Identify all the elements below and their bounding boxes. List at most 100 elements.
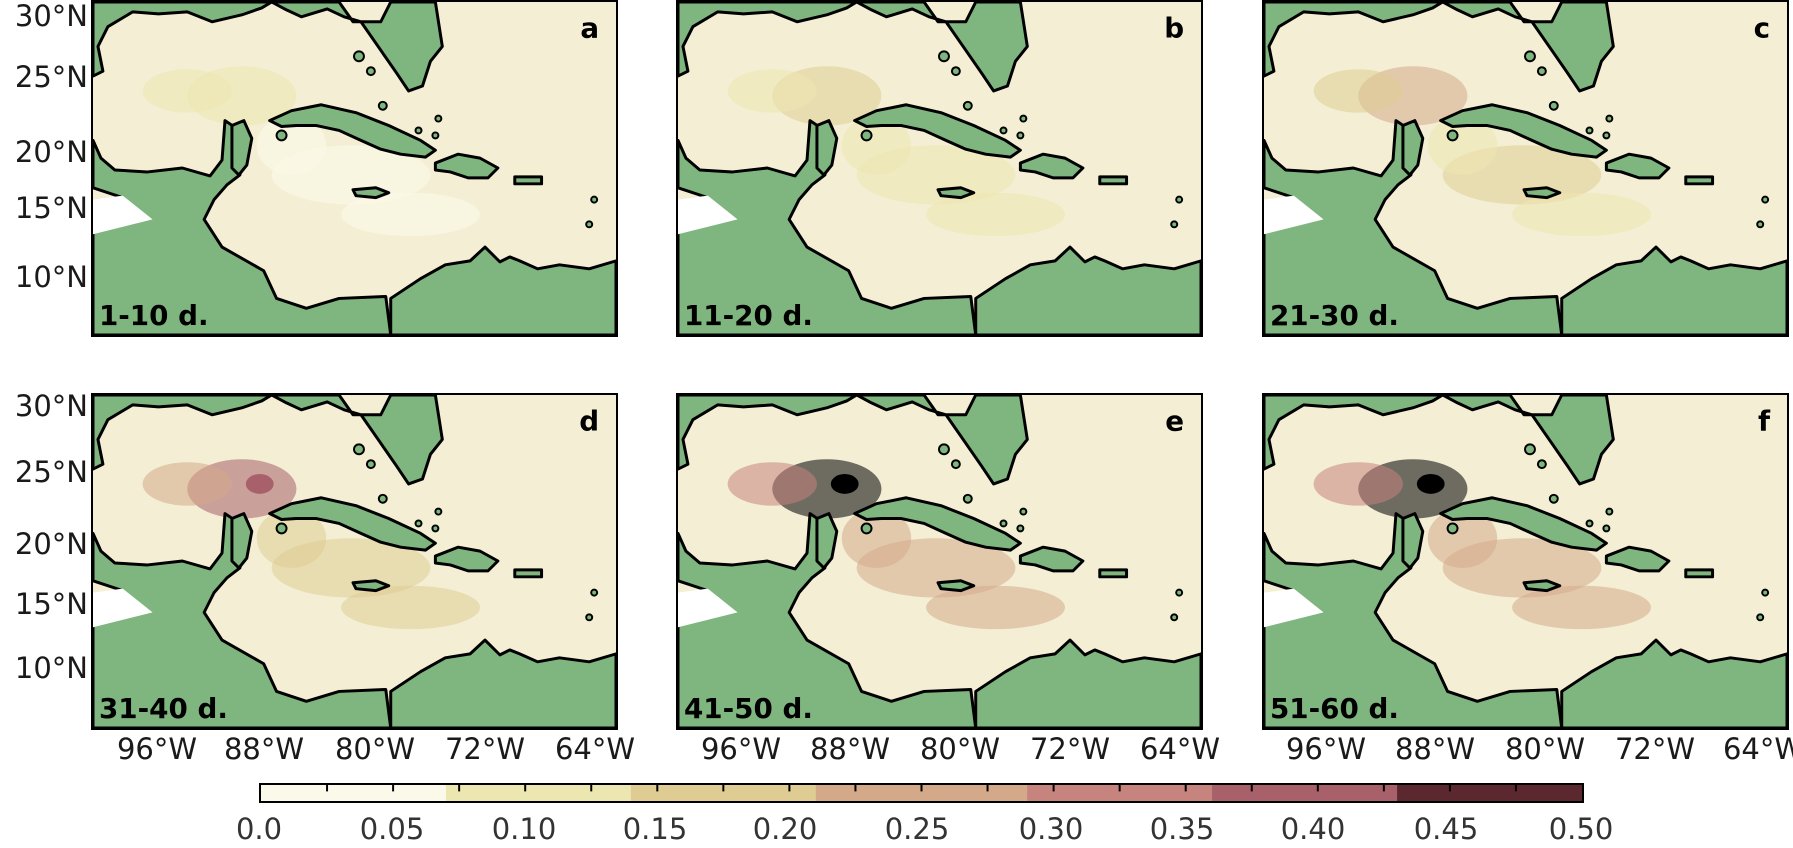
colorbar-tick-label: 0.20	[752, 812, 818, 846]
island-land	[1175, 588, 1184, 597]
mexico-land	[678, 119, 978, 335]
colorbar-step	[657, 785, 685, 801]
probability-hotspot	[142, 69, 232, 113]
no-data-area	[678, 588, 738, 628]
lon-tick-label: 72°W	[444, 732, 526, 766]
colorbar-tick-label: 0.10	[491, 812, 557, 846]
island-land	[860, 522, 873, 535]
colorbar-step	[419, 785, 447, 801]
colorbar-step	[287, 785, 315, 801]
florida-land	[270, 2, 444, 93]
island-land	[1170, 613, 1179, 622]
south-america-land	[1560, 638, 1787, 728]
island-land	[365, 459, 376, 470]
lon-tick-label: 64°W	[1722, 732, 1793, 766]
probability-hotspot	[727, 462, 817, 506]
colorbar-step	[1291, 785, 1319, 801]
island-land	[1446, 129, 1459, 142]
colorbar-step	[1106, 785, 1134, 801]
colorbar-step	[921, 785, 949, 801]
island-land	[1536, 66, 1547, 77]
lon-tick-label: 96°W	[116, 732, 198, 766]
island-land	[1548, 100, 1559, 111]
map-panel-c: c 21-30 d.	[1262, 0, 1789, 337]
gulf-coast-land	[93, 2, 274, 78]
lon-tick-label: 80°W	[334, 732, 416, 766]
island-land	[1016, 131, 1025, 140]
cuba-land	[268, 103, 437, 159]
island-land	[1585, 519, 1594, 528]
colorbar-step	[393, 785, 421, 801]
cuba-land	[853, 103, 1022, 159]
puerto-rico-land	[1098, 568, 1129, 579]
panel-letter: a	[580, 12, 599, 45]
lat-tick-label: 10°N	[14, 651, 88, 685]
colorbar-tick-label: 0.05	[359, 812, 425, 846]
island-land	[275, 522, 288, 535]
island-land	[1019, 114, 1028, 123]
jamaica-land	[1522, 579, 1562, 593]
jamaica-land	[1522, 186, 1562, 200]
island-land	[1602, 524, 1611, 533]
lat-tick-label: 10°N	[14, 260, 88, 294]
island-land	[365, 66, 376, 77]
colorbar-gradient	[261, 785, 1582, 801]
island-land	[585, 220, 594, 229]
colorbar-step	[1027, 785, 1055, 801]
island-land	[1605, 114, 1614, 123]
colorbar-step	[1212, 785, 1240, 801]
lon-tick-label: 72°W	[1614, 732, 1696, 766]
island-land	[938, 443, 950, 456]
island-land	[962, 100, 973, 111]
probability-hotspot	[1427, 508, 1498, 568]
island-land	[1761, 195, 1770, 204]
probability-peak	[830, 474, 859, 494]
colorbar-step	[1397, 785, 1425, 801]
puerto-rico-land	[1684, 568, 1715, 579]
colorbar-step	[974, 785, 1002, 801]
hispaniola-land	[433, 152, 500, 180]
lon-tick-label: 72°W	[1029, 732, 1111, 766]
probability-hotspot	[1313, 462, 1403, 506]
panel-letter: d	[579, 405, 599, 438]
island-land	[434, 114, 443, 123]
island-land	[590, 195, 599, 204]
island-land	[1548, 493, 1559, 504]
colorbar-step	[578, 785, 606, 801]
colorbar-step	[445, 785, 474, 801]
colorbar-step	[1132, 785, 1160, 801]
gulf-coast-land	[678, 2, 859, 78]
mexico-land	[1264, 119, 1564, 335]
lon-tick-label: 96°W	[700, 732, 782, 766]
no-data-area	[678, 195, 738, 235]
colorbar-tick-label: 0.35	[1149, 812, 1215, 846]
island-land	[1536, 459, 1547, 470]
jamaica-land	[936, 579, 976, 593]
probability-hotspot	[841, 115, 912, 175]
panel-letter: c	[1754, 12, 1770, 45]
colorbar-step	[1264, 785, 1293, 801]
island-land	[353, 443, 365, 456]
yucatan-land	[1401, 119, 1425, 177]
map-panel-a: a 1-10 d.	[91, 0, 618, 337]
lat-tick-label: 30°N	[14, 389, 88, 423]
map-panel-b: b 11-20 d.	[676, 0, 1203, 337]
jamaica-land	[351, 579, 391, 593]
puerto-rico-land	[513, 175, 544, 186]
probability-hotspot	[341, 192, 481, 237]
south-america-land	[389, 245, 616, 335]
florida-land	[270, 395, 444, 486]
colorbar-step	[1317, 785, 1345, 801]
mexico-land	[1264, 512, 1564, 728]
yucatan-land	[230, 119, 254, 177]
lat-tick-label: 30°N	[14, 0, 88, 33]
no-data-area	[93, 588, 153, 628]
mexico-land	[678, 512, 978, 728]
period-label: 11-20 d.	[684, 299, 813, 332]
island-land	[1756, 613, 1765, 622]
colorbar-step	[630, 785, 658, 801]
island-land	[1170, 220, 1179, 229]
lat-tick-label: 15°N	[14, 587, 88, 621]
map-canvas: f 51-60 d.	[1264, 395, 1787, 728]
probability-hotspot	[256, 508, 327, 568]
